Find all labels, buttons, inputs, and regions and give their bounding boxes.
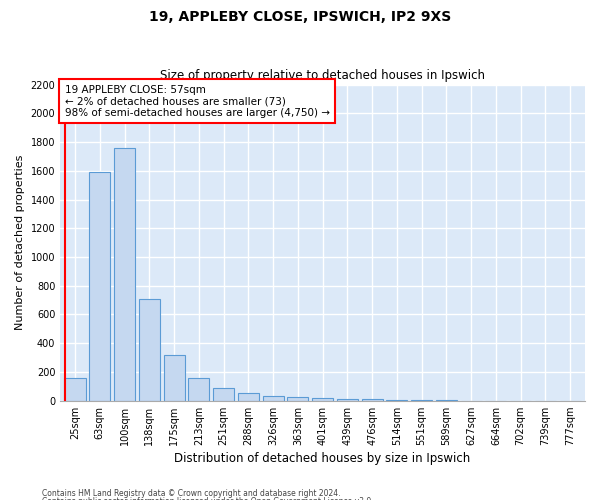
Bar bbox=[64, 378, 86, 400]
Bar bbox=[188, 378, 209, 400]
Text: 19 APPLEBY CLOSE: 57sqm
← 2% of detached houses are smaller (73)
98% of semi-det: 19 APPLEBY CLOSE: 57sqm ← 2% of detached… bbox=[65, 84, 329, 118]
Bar bbox=[89, 172, 110, 400]
Text: Contains HM Land Registry data © Crown copyright and database right 2024.: Contains HM Land Registry data © Crown c… bbox=[42, 488, 341, 498]
Bar bbox=[263, 396, 284, 400]
Bar bbox=[164, 356, 185, 401]
Bar bbox=[114, 148, 135, 401]
Bar bbox=[213, 388, 234, 400]
Bar bbox=[238, 393, 259, 400]
Bar bbox=[287, 397, 308, 400]
Text: Contains public sector information licensed under the Open Government Licence v3: Contains public sector information licen… bbox=[42, 497, 374, 500]
Bar bbox=[337, 398, 358, 400]
Title: Size of property relative to detached houses in Ipswich: Size of property relative to detached ho… bbox=[160, 69, 485, 82]
Bar bbox=[139, 298, 160, 400]
Y-axis label: Number of detached properties: Number of detached properties bbox=[15, 155, 25, 330]
Bar bbox=[312, 398, 333, 400]
X-axis label: Distribution of detached houses by size in Ipswich: Distribution of detached houses by size … bbox=[175, 452, 471, 465]
Text: 19, APPLEBY CLOSE, IPSWICH, IP2 9XS: 19, APPLEBY CLOSE, IPSWICH, IP2 9XS bbox=[149, 10, 451, 24]
